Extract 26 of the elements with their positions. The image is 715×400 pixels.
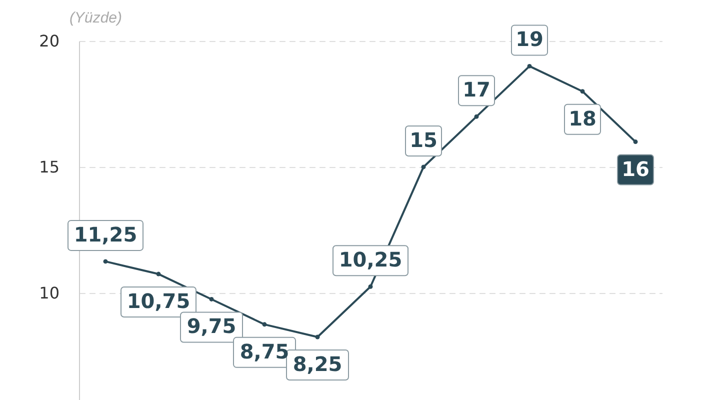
- point: [103, 259, 108, 264]
- y-axis-title: (Yüzde): [70, 10, 122, 26]
- point: [580, 89, 585, 94]
- data-label: 8,25: [292, 352, 342, 376]
- data-label: 10,75: [126, 289, 190, 314]
- data-label: 16: [622, 156, 650, 181]
- y-tick-label: 10: [39, 283, 60, 302]
- data-label: 11,25: [74, 222, 138, 246]
- point: [421, 164, 426, 170]
- point: [315, 334, 320, 340]
- data-label: 15: [410, 128, 438, 152]
- point: [527, 64, 532, 68]
- data-label: 18: [568, 106, 596, 130]
- data-label: 17: [462, 78, 490, 102]
- data-label: 10,25: [338, 248, 402, 272]
- point: [209, 296, 214, 302]
- y-tick-label: 20: [39, 32, 60, 50]
- point: [633, 140, 638, 144]
- point: [156, 272, 161, 276]
- data-label: 19: [516, 27, 544, 52]
- y-tick-label: 15: [39, 157, 60, 176]
- point: [368, 284, 373, 289]
- point: [262, 322, 267, 327]
- data-label: 8,75: [240, 339, 290, 364]
- point: [474, 114, 479, 119]
- data-label: 9,75: [186, 314, 236, 338]
